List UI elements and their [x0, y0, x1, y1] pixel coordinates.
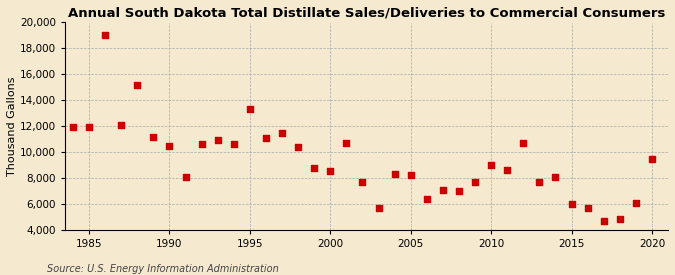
Point: [518, 141, 529, 145]
Point: [308, 165, 319, 170]
Point: [583, 205, 593, 210]
Point: [261, 136, 271, 140]
Point: [100, 33, 111, 38]
Point: [598, 219, 609, 223]
Point: [502, 168, 512, 172]
Point: [148, 134, 159, 139]
Point: [454, 189, 464, 193]
Point: [389, 172, 400, 176]
Point: [244, 107, 255, 111]
Point: [325, 169, 335, 174]
Point: [486, 163, 497, 167]
Point: [293, 145, 304, 149]
Point: [470, 180, 481, 184]
Point: [630, 200, 641, 205]
Text: Source: U.S. Energy Information Administration: Source: U.S. Energy Information Administ…: [47, 264, 279, 274]
Point: [373, 205, 384, 210]
Point: [357, 180, 368, 184]
Point: [534, 180, 545, 184]
Point: [180, 174, 191, 179]
Point: [277, 130, 288, 135]
Y-axis label: Thousand Gallons: Thousand Gallons: [7, 76, 17, 176]
Point: [437, 188, 448, 192]
Point: [164, 143, 175, 148]
Point: [341, 141, 352, 145]
Point: [647, 156, 657, 161]
Point: [228, 142, 239, 147]
Point: [196, 142, 207, 147]
Point: [116, 123, 127, 127]
Point: [132, 82, 142, 87]
Point: [421, 196, 432, 201]
Point: [68, 125, 78, 130]
Point: [550, 174, 561, 179]
Point: [84, 125, 95, 129]
Point: [212, 138, 223, 143]
Title: Annual South Dakota Total Distillate Sales/Deliveries to Commercial Consumers: Annual South Dakota Total Distillate Sal…: [68, 7, 665, 20]
Point: [614, 217, 625, 222]
Point: [566, 202, 577, 206]
Point: [405, 173, 416, 178]
